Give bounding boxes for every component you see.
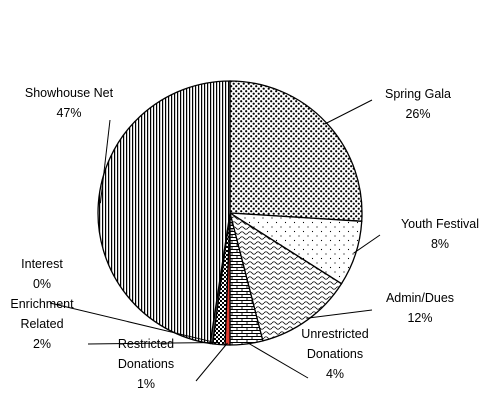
slice-name-label: Admin/Dues	[386, 291, 454, 305]
pie-slices	[98, 81, 362, 345]
pie-slice-showhouse-net	[98, 81, 230, 344]
slice-name-label: Donations	[118, 357, 174, 371]
slice-name-label: Spring Gala	[385, 87, 451, 101]
leader-line	[196, 343, 228, 381]
slice-name-label: Unrestricted	[301, 327, 368, 341]
slice-name-label: Donations	[307, 347, 363, 361]
slice-value-label: 1%	[137, 377, 155, 391]
slice-name-label: Restricted	[118, 337, 174, 351]
slice-name-label: Interest	[21, 257, 63, 271]
slice-value-label: 26%	[405, 107, 430, 121]
leader-line	[246, 342, 308, 378]
slice-value-label: 4%	[326, 367, 344, 381]
slice-name-label: Enrichment	[10, 297, 74, 311]
pie-slice-spring-gala	[230, 81, 362, 221]
slice-name-label: Youth Festival	[401, 217, 479, 231]
slice-name-label: Showhouse Net	[25, 86, 114, 100]
slice-name-label: Related	[20, 317, 63, 331]
slice-value-label: 8%	[431, 237, 449, 251]
leader-line	[325, 100, 372, 124]
slice-value-label: 0%	[33, 277, 51, 291]
slice-value-label: 47%	[56, 106, 81, 120]
slice-value-label: 12%	[407, 311, 432, 325]
slice-value-label: 2%	[33, 337, 51, 351]
